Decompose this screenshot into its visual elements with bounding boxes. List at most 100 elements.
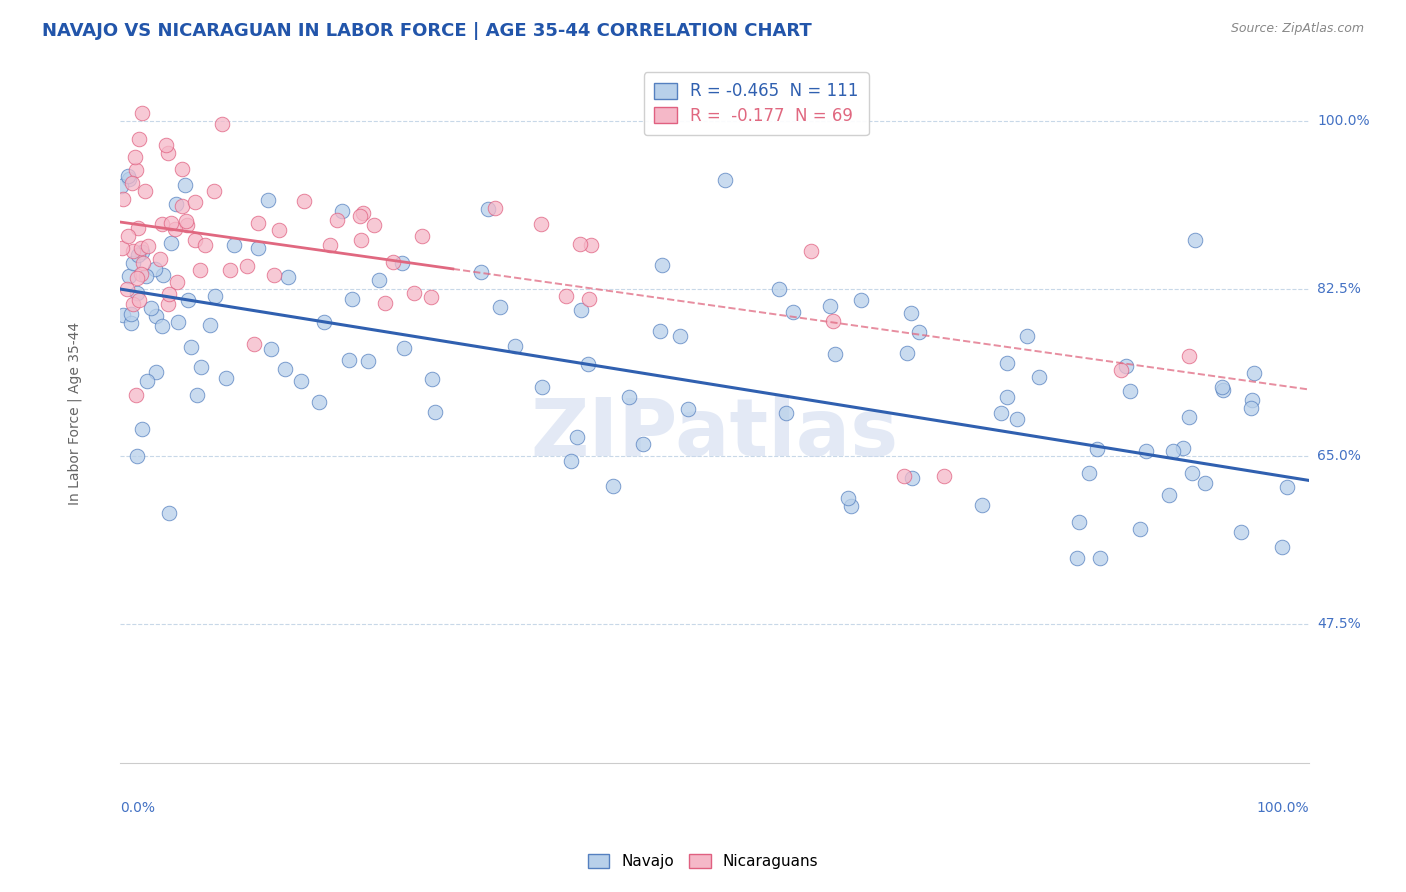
Point xyxy=(775,406,797,420)
Point xyxy=(136,239,159,253)
Point xyxy=(115,282,138,296)
Point xyxy=(163,222,186,236)
Point xyxy=(260,342,283,356)
Point xyxy=(243,336,266,351)
Point xyxy=(129,241,152,255)
Point xyxy=(211,117,233,131)
Point xyxy=(117,169,139,183)
Point xyxy=(631,436,654,450)
Point xyxy=(367,273,389,287)
Point xyxy=(1275,480,1298,494)
Point xyxy=(1078,466,1101,480)
Point xyxy=(1066,550,1088,565)
Point xyxy=(125,271,148,285)
Point xyxy=(349,210,371,224)
Point xyxy=(176,218,198,232)
Point xyxy=(160,235,183,250)
Point xyxy=(340,292,363,306)
Point xyxy=(145,262,167,277)
Point xyxy=(995,390,1018,404)
Point xyxy=(308,395,330,409)
Point xyxy=(131,422,153,436)
Point xyxy=(484,201,506,215)
Point xyxy=(110,178,132,193)
Point xyxy=(122,297,145,311)
Point xyxy=(149,252,172,267)
Point xyxy=(970,499,993,513)
Point xyxy=(1173,442,1195,456)
Point xyxy=(404,285,426,300)
Point xyxy=(352,206,374,220)
Point xyxy=(1017,329,1039,343)
Point xyxy=(569,237,592,252)
Point xyxy=(160,216,183,230)
Point xyxy=(617,390,640,404)
Point xyxy=(222,238,245,252)
Point xyxy=(374,296,396,310)
Text: Source: ZipAtlas.com: Source: ZipAtlas.com xyxy=(1230,22,1364,36)
Point xyxy=(190,360,212,375)
Point xyxy=(1212,383,1234,397)
Point xyxy=(1178,349,1201,363)
Point xyxy=(907,325,929,339)
Point xyxy=(190,262,212,277)
Point xyxy=(823,314,845,328)
Point xyxy=(159,287,181,301)
Point xyxy=(269,222,291,236)
Point xyxy=(423,405,446,419)
Point xyxy=(218,263,240,277)
Point xyxy=(531,380,554,394)
Point xyxy=(145,365,167,379)
Point xyxy=(246,241,269,255)
Point xyxy=(530,217,553,231)
Point xyxy=(470,265,492,279)
Point xyxy=(1181,466,1204,480)
Legend: R = -0.465  N = 111, R =  -0.177  N = 69: R = -0.465 N = 111, R = -0.177 N = 69 xyxy=(644,72,869,135)
Point xyxy=(120,316,142,330)
Point xyxy=(849,293,872,308)
Point xyxy=(669,329,692,343)
Point xyxy=(121,176,143,190)
Point xyxy=(183,234,205,248)
Point xyxy=(420,290,443,304)
Point xyxy=(1067,515,1090,529)
Point xyxy=(186,388,208,402)
Point xyxy=(150,318,173,333)
Point xyxy=(131,244,153,259)
Text: 82.5%: 82.5% xyxy=(1317,282,1361,296)
Point xyxy=(651,258,673,272)
Point xyxy=(1088,551,1111,566)
Point xyxy=(363,218,385,232)
Point xyxy=(1129,522,1152,536)
Point xyxy=(319,238,342,252)
Point xyxy=(1161,443,1184,458)
Point xyxy=(800,244,823,258)
Point xyxy=(1229,525,1251,540)
Point xyxy=(124,150,146,164)
Point xyxy=(839,499,862,513)
Point xyxy=(555,289,578,303)
Point xyxy=(263,268,285,282)
Text: In Labor Force | Age 35-44: In Labor Force | Age 35-44 xyxy=(67,322,82,505)
Point xyxy=(768,282,790,296)
Point xyxy=(125,163,148,178)
Point xyxy=(170,162,193,177)
Point xyxy=(166,315,188,329)
Point xyxy=(818,300,841,314)
Point xyxy=(896,346,918,360)
Point xyxy=(503,339,526,353)
Point xyxy=(120,307,142,321)
Point xyxy=(156,145,179,160)
Point xyxy=(128,293,150,307)
Point xyxy=(127,220,149,235)
Point xyxy=(420,372,443,386)
Point xyxy=(477,202,499,217)
Point xyxy=(824,347,846,361)
Point xyxy=(391,256,413,270)
Point xyxy=(139,301,162,315)
Point xyxy=(1211,380,1233,394)
Point xyxy=(565,430,588,444)
Point xyxy=(145,309,167,323)
Point xyxy=(579,238,602,252)
Point xyxy=(165,197,187,211)
